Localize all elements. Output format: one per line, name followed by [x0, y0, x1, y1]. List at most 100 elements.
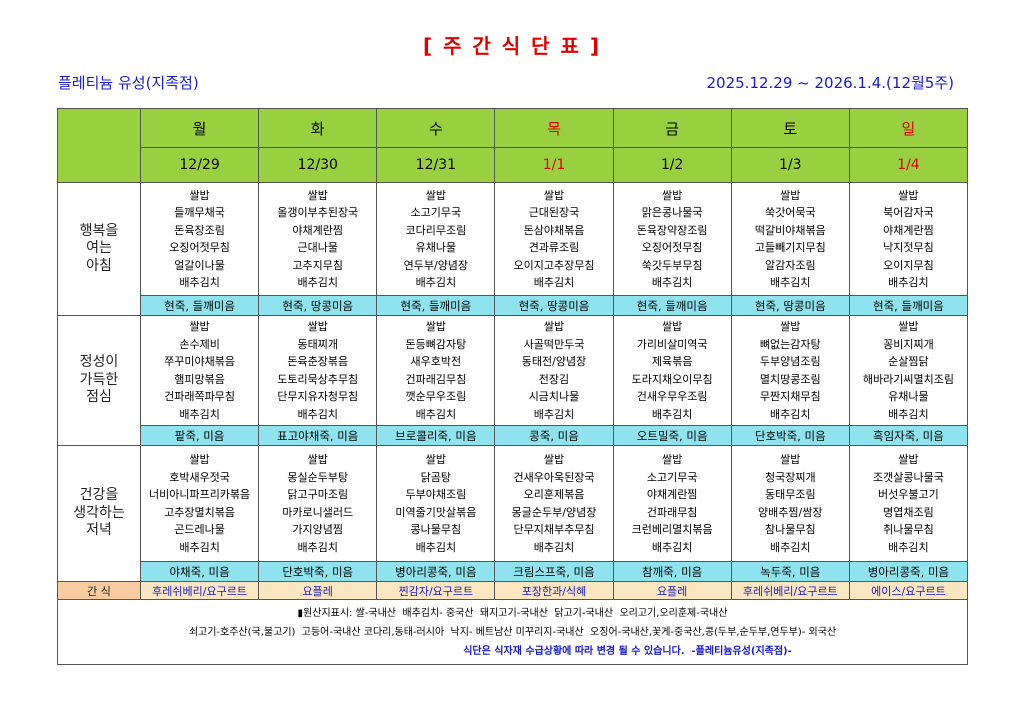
meal-label-line: 가득한 [79, 371, 119, 388]
menu-item: 곤드레나물 [174, 523, 225, 536]
menu-item: 배추김치 [651, 276, 693, 289]
menu-item: 사골떡만두국 [523, 337, 585, 351]
menu-item: 소고기무국 [646, 470, 698, 484]
notes: ▮원산지표시: 쌀-국내산 배추김치- 중국산 돼지고기-국내산 닭고기-국내산… [57, 599, 968, 665]
menu-item: 쑥갓두부무침 [641, 258, 703, 272]
menu-item: 무짠지채무침 [759, 390, 821, 403]
menu-item: 단무지채부추무침 [513, 523, 595, 536]
menu-item: 배추김치 [888, 407, 929, 421]
menu-item: 오징어젓무침 [641, 241, 703, 254]
menu-item: 몽실순두부탕 [287, 470, 349, 484]
meal-label-line: 저녁 [86, 522, 112, 539]
menu-item: 호박새우젓국 [169, 470, 230, 484]
menu-cell: 쌀밥 뼈없는감자탕 두부양념조림 멸치땅콩조림 무짠지채무침 배추김치 [730, 315, 850, 426]
corner [57, 108, 141, 183]
menu-cell: 쌀밥 가리비살미역국 제육볶음 도라지채오이무침 건새우무우조림 배추김치 [612, 315, 732, 426]
menu-item: 순살찜닭 [888, 355, 929, 368]
menu-item: 배추김치 [297, 540, 338, 554]
notice: 식단은 식자재 수급상황에 따라 변경 될 수 있습니다. -플레티늄유성(지족… [463, 645, 792, 657]
porridge: 콩죽, 미음 [494, 425, 614, 446]
menu-cell: 쌀밥 올갱이부추된장국 야채계란찜 근대나물 고추지무침 배추김치 [258, 182, 378, 296]
menu-cell: 쌀밥 돈등뼈감자탕 새우호박전 건파래김무침 깻순무우조림 배추김치 [376, 315, 496, 426]
store-name: 플레티늄 유성(지족점) [58, 74, 199, 92]
menu-item: 새우호박전 [410, 355, 462, 368]
menu-item: 야채계란찜 [646, 488, 698, 501]
menu-item: 손수제비 [179, 337, 220, 351]
menu-item: 올갱이부추된장국 [277, 206, 359, 219]
menu-item: 유채나물 [888, 390, 929, 403]
menu-item: 북어감자국 [883, 206, 934, 219]
snack: 포장한과/식혜 [494, 581, 614, 600]
snack-label: 간 식 [57, 581, 141, 600]
menu-item: 쌀밥 [189, 188, 210, 202]
menu-item: 전장김 [538, 372, 570, 386]
menu-cell: 쌀밥 조갯살콩나물국 버섯우불고기 명엽채조림 취나물무침 배추김치 [848, 445, 969, 562]
menu-item: 멸치땅콩조림 [759, 372, 821, 386]
snack: 찐감자/요구르트 [376, 581, 496, 600]
menu-item: 쌀밥 [425, 320, 446, 333]
menu-item: 쌀밥 [543, 320, 565, 333]
menu-item: 쌀밥 [780, 320, 801, 333]
menu-item: 쌀밥 [898, 188, 919, 202]
menu-item: 햄피망볶음 [174, 372, 225, 386]
menu-item: 쌀밥 [780, 453, 801, 466]
menu-item: 배추김치 [533, 276, 575, 289]
menu-item: 연두부/양념장 [403, 258, 469, 272]
menu-cell: 쌀밥 쑥갓어묵국 떡갈비야채볶음 고들빼기지무침 알감자조림 배추김치 [730, 182, 850, 296]
menu-item: 동태전/양념장 [521, 355, 587, 368]
menu-item: 쌀밥 [307, 320, 328, 333]
snack-row: 간 식 후레쉬베리/요구르트 요플레 찐감자/요구르트 포장한과/식혜 요플레 후레쉬베리/… [57, 581, 969, 600]
menu-item: 제육볶음 [651, 355, 693, 368]
menu-item: 배추김치 [179, 276, 220, 289]
menu-item: 쌀밥 [425, 453, 446, 466]
porridge: 크림스프죽, 미음 [494, 561, 614, 582]
day: 화 [258, 108, 378, 148]
menu-item: 동태무조림 [764, 488, 816, 501]
porridge: 현죽, 땅콩미음 [494, 295, 614, 316]
menu-item: 오이지무침 [883, 258, 934, 272]
menu-item: 쌀밥 [543, 453, 565, 466]
meal-label: 정성이 가득한 점심 [57, 315, 141, 446]
day: 토 [730, 108, 850, 148]
menu-item: 뼈없는감자탕 [759, 337, 821, 351]
menu-item: 가리비살미역국 [636, 337, 708, 351]
menu-item: 참나물무침 [764, 523, 816, 536]
snack: 에이스/요구르트 [848, 581, 969, 600]
meal-label: 건강을 생각하는 저녁 [57, 445, 141, 582]
menu-item: 두부양념조림 [759, 355, 821, 368]
menu-item: 오리훈제볶음 [523, 488, 585, 501]
porridge: 병아리콩죽, 미음 [848, 561, 969, 582]
porridge: 흑임자죽, 미음 [848, 425, 969, 446]
menu-item: 쌀밥 [780, 188, 801, 202]
day: 목 [494, 108, 614, 148]
snack: 후레쉬베리/요구르트 [730, 581, 850, 600]
menu-item: 배추김치 [651, 407, 693, 421]
menu-item: 가지양념찜 [292, 523, 344, 536]
date: 12/31 [376, 147, 496, 183]
porridge: 현죽, 땅콩미음 [730, 295, 850, 316]
menu-item: 쭈꾸미야채볶음 [164, 355, 235, 368]
menu-item: 콩나물무침 [410, 523, 462, 536]
porridge: 참깨죽, 미음 [612, 561, 732, 582]
menu-item: 야채계란찜 [292, 223, 344, 237]
origin-note: ▮원산지표시: 쌀-국내산 배추김치- 중국산 돼지고기-국내산 닭고기-국내산… [297, 607, 728, 619]
menu-item: 돈육장조림 [174, 223, 225, 237]
day: 금 [612, 108, 732, 148]
menu-item: 도라지채오이무침 [631, 372, 713, 386]
menu-cell: 쌀밥 소고기무국 야채계란찜 건파래무침 크런베리멸치볶음 배추김치 [612, 445, 732, 562]
menu-cell: 쌀밥 북어감자국 야채계란찜 낙지젓무침 오이지무침 배추김치 [848, 182, 969, 296]
meal-label-line: 점심 [86, 389, 112, 406]
menu-item: 마카로니샐러드 [282, 505, 354, 519]
day: 일 [848, 108, 969, 148]
snack: 후레쉬베리/요구르트 [139, 581, 260, 600]
menu-item: 깻순무우조림 [405, 390, 467, 403]
menu-item: 취나물무침 [883, 523, 934, 536]
menu-item: 코다리무조림 [405, 223, 467, 237]
period: 2025.12.29 ~ 2026.1.4.(12월5주) [706, 74, 955, 92]
date: 12/30 [258, 147, 378, 183]
menu-item: 닭곰탕 [420, 470, 452, 484]
menu-item: 얼갈이나물 [174, 258, 225, 272]
menu-item: 청국장찌개 [764, 470, 816, 484]
menu-item: 배추김치 [770, 540, 811, 554]
